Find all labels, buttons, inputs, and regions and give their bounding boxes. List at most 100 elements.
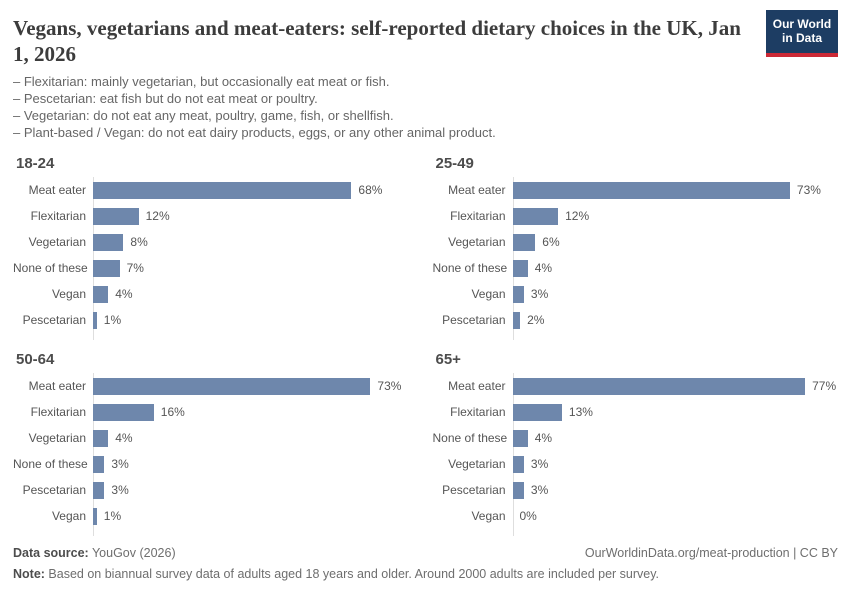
category-label: Pescetarian: [22, 483, 86, 497]
bar-row: Vegan 0%: [433, 503, 839, 529]
bar[interactable]: [93, 377, 371, 395]
bar[interactable]: [93, 507, 97, 525]
value-label: 68%: [358, 183, 383, 197]
bar[interactable]: [512, 207, 559, 225]
value-label: 4%: [115, 431, 133, 445]
bar-area: 7%: [93, 255, 419, 281]
value-label: 3%: [530, 457, 549, 471]
category-label: Vegetarian: [448, 457, 506, 471]
category-label: Flexitarian: [450, 209, 506, 223]
bar-area: 4%: [93, 281, 419, 307]
bar[interactable]: [512, 181, 790, 199]
category-label: Flexitarian: [450, 405, 506, 419]
subtitle-line-flexitarian: – Flexitarian: mainly vegetarian, but oc…: [13, 74, 390, 89]
owid-logo[interactable]: Our World in Data: [766, 10, 838, 57]
bar-area: 13%: [512, 399, 839, 425]
bar[interactable]: [93, 207, 139, 225]
chart-panel-18-24: 18-24 Meat eater 68% Flexitarian 12% Vegetari…: [13, 155, 419, 340]
bar-area: 6%: [512, 229, 839, 255]
bar[interactable]: [512, 377, 806, 395]
note-value: Based on biannual survey data of adults …: [44, 567, 660, 581]
bar-row: Pescetarian 2%: [433, 307, 839, 333]
bar-area: 0%: [513, 503, 839, 529]
bar-area: 3%: [512, 451, 839, 477]
bar-area: 16%: [93, 399, 419, 425]
bar-row: Meat eater 68%: [13, 177, 419, 203]
footer-note: Note: Based on biannual survey data of a…: [13, 567, 838, 582]
citation-link[interactable]: OurWorldinData.org/meat-production | CC …: [584, 546, 838, 560]
bar-area: 3%: [512, 477, 839, 503]
page-title: Vegans, vegetarians and meat-eaters: sel…: [13, 16, 741, 66]
bar-area: 3%: [512, 281, 839, 307]
bar-row: Meat eater 73%: [13, 373, 419, 399]
bar[interactable]: [93, 481, 105, 499]
bar[interactable]: [93, 233, 124, 251]
bar[interactable]: [93, 311, 97, 329]
bar-row: Meat eater 73%: [433, 177, 839, 203]
bar-row: Vegan 1%: [13, 503, 419, 529]
value-label: 4%: [115, 287, 133, 301]
bar[interactable]: [512, 285, 524, 303]
value-label: 77%: [812, 379, 837, 393]
bar-area: 1%: [93, 307, 419, 333]
bar[interactable]: [512, 403, 562, 421]
bar-area: 73%: [93, 373, 419, 399]
bar-area: 3%: [93, 477, 419, 503]
bar-area: 12%: [93, 203, 419, 229]
value-label: 13%: [568, 405, 593, 419]
value-label: 3%: [111, 457, 129, 471]
charts-grid: 18-24 Meat eater 68% Flexitarian 12% Vegetari…: [13, 155, 839, 536]
value-label: 3%: [111, 483, 129, 497]
bar[interactable]: [93, 181, 352, 199]
bar-row: Pescetarian 3%: [13, 477, 419, 503]
chart-panel-65+: 65+ Meat eater 77% Flexitarian 13% None of th…: [432, 351, 839, 536]
subtitle-line-pescetarian: – Pescetarian: eat fish but do not eat m…: [13, 91, 318, 106]
value-label: 4%: [534, 261, 553, 275]
category-label: Flexitarian: [30, 209, 86, 223]
category-label: Vegan: [51, 287, 86, 301]
category-label: None of these: [432, 431, 508, 445]
bar-row: Vegetarian 4%: [13, 425, 419, 451]
bar[interactable]: [93, 429, 109, 447]
category-label: Vegan: [471, 509, 506, 523]
bar[interactable]: [512, 311, 521, 329]
category-label: None of these: [13, 457, 88, 471]
category-label: None of these: [432, 261, 508, 275]
bar[interactable]: [512, 455, 524, 473]
bar-rows: Meat eater 68% Flexitarian 12% Vegetarian 8% N…: [13, 177, 419, 340]
bar-row: None of these 7%: [13, 255, 419, 281]
bar[interactable]: [93, 285, 109, 303]
bar[interactable]: [512, 259, 528, 277]
value-label: 12%: [565, 209, 590, 223]
bar-area: 68%: [93, 177, 419, 203]
bar-rows: Meat eater 77% Flexitarian 13% None of these…: [432, 373, 839, 536]
bar[interactable]: [512, 233, 536, 251]
bar-area: 12%: [512, 203, 839, 229]
bar-row: Pescetarian 1%: [13, 307, 419, 333]
value-label: 73%: [796, 183, 821, 197]
category-label: Meat eater: [448, 379, 506, 393]
value-label: 2%: [527, 313, 545, 327]
bar[interactable]: [93, 259, 120, 277]
bar[interactable]: [93, 455, 105, 473]
bar-area: 73%: [512, 177, 839, 203]
bar-row: Meat eater 77%: [433, 373, 839, 399]
category-label: Vegetarian: [28, 431, 86, 445]
data-source-label: Data source:: [13, 546, 89, 560]
owid-logo-line2: in Data: [781, 31, 822, 45]
data-source-value: YouGov (2026): [88, 546, 176, 560]
category-label: Pescetarian: [22, 313, 86, 327]
age-group-title: 18-24: [16, 155, 55, 172]
bar-row: Flexitarian 12%: [433, 203, 839, 229]
bar-row: Flexitarian 12%: [13, 203, 419, 229]
bar[interactable]: [93, 403, 154, 421]
bar[interactable]: [512, 481, 524, 499]
bar-row: Vegetarian 6%: [433, 229, 839, 255]
category-label: Pescetarian: [442, 313, 506, 327]
bar-area: 4%: [93, 425, 419, 451]
value-label: 1%: [103, 313, 122, 327]
bar-area: 3%: [93, 451, 419, 477]
value-label: 73%: [377, 379, 402, 393]
bar[interactable]: [512, 429, 528, 447]
